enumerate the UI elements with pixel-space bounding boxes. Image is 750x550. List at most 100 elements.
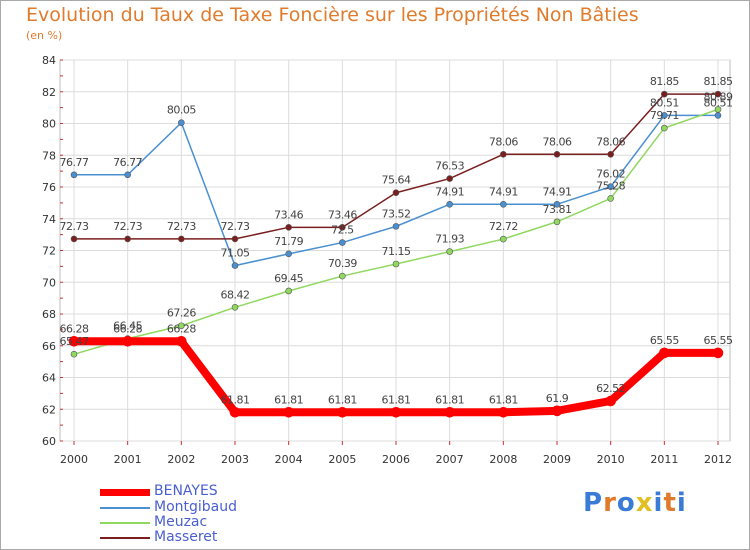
logo-letter: i — [676, 488, 687, 518]
data-label-benayes: 62.52 — [596, 382, 625, 395]
data-point-montgibaud — [553, 201, 561, 208]
data-point-meuzac — [392, 260, 400, 268]
logo-letter: x — [635, 488, 654, 518]
legend-label-meuzac: Meuzac — [154, 514, 208, 530]
data-label-benayes: 61.81 — [221, 393, 250, 406]
data-point-masseret — [607, 150, 614, 158]
data-label-masseret: 78.06 — [489, 135, 518, 148]
data-label-montgibaud: 76.02 — [596, 168, 625, 181]
data-label-benayes: 66.28 — [167, 322, 196, 335]
data-point-meuzac — [500, 235, 507, 243]
data-label-benayes: 65.55 — [704, 334, 733, 347]
x-tick-label: 2005 — [328, 453, 356, 466]
data-point-montgibaud — [285, 250, 292, 258]
data-label-meuzac: 75.28 — [596, 179, 625, 192]
data-label-masseret: 72.73 — [113, 220, 142, 233]
data-label-montgibaud: 80.05 — [167, 104, 196, 117]
x-tick-label: 2012 — [704, 453, 732, 466]
data-point-meuzac — [607, 195, 614, 202]
data-point-masseret — [339, 224, 346, 231]
data-point-benayes — [444, 406, 455, 418]
data-label-meuzac: 79.71 — [650, 109, 679, 122]
data-point-masseret — [285, 224, 292, 231]
x-tick-label: 2006 — [382, 453, 410, 466]
proxiti-logo: Proxiti — [583, 488, 687, 518]
data-label-masseret: 75.64 — [382, 174, 411, 187]
data-point-montgibaud — [714, 112, 722, 119]
data-point-meuzac — [661, 124, 668, 132]
data-point-montgibaud — [446, 201, 453, 208]
data-point-meuzac — [553, 218, 561, 226]
legend-swatch-meuzac — [100, 522, 150, 524]
data-point-montgibaud — [124, 171, 131, 179]
data-point-montgibaud — [392, 223, 400, 230]
data-point-meuzac — [70, 350, 78, 358]
x-tick-label: 2004 — [275, 453, 303, 466]
data-point-meuzac — [714, 106, 722, 113]
data-point-masseret — [446, 175, 453, 182]
x-tick-label: 2007 — [436, 453, 464, 466]
legend-swatch-benayes — [100, 489, 150, 496]
y-tick-label: 82 — [42, 86, 56, 99]
data-label-masseret: 81.85 — [650, 75, 679, 88]
data-point-montgibaud — [70, 171, 78, 179]
data-point-benayes — [551, 405, 563, 417]
data-point-benayes — [605, 395, 616, 407]
data-point-benayes — [390, 406, 402, 418]
legend-swatch-montgibaud — [100, 507, 150, 509]
unit-label: (en %) — [26, 29, 63, 42]
x-tick-label: 2001 — [114, 453, 142, 466]
data-label-montgibaud: 80.51 — [650, 96, 679, 109]
data-label-montgibaud: 73.52 — [382, 207, 411, 220]
data-label-masseret: 76.53 — [435, 160, 464, 173]
data-label-benayes: 65.55 — [650, 334, 679, 347]
y-tick-label: 68 — [42, 308, 56, 321]
logo-letter: P — [583, 488, 604, 518]
data-label-meuzac: 72.72 — [489, 220, 518, 233]
y-tick-label: 84 — [42, 54, 56, 67]
legend-label-montgibaud: Montgibaud — [154, 499, 238, 515]
data-label-meuzac: 80.89 — [704, 90, 733, 103]
data-point-benayes — [122, 336, 133, 347]
data-point-montgibaud — [661, 112, 668, 119]
x-tick-label: 2008 — [489, 453, 517, 466]
y-tick-label: 80 — [42, 118, 56, 131]
data-point-benayes — [712, 347, 724, 359]
data-point-benayes — [68, 336, 80, 347]
x-tick-label: 2011 — [650, 453, 678, 466]
data-point-benayes — [498, 406, 509, 418]
data-label-benayes: 66.28 — [113, 322, 142, 335]
data-label-meuzac: 69.45 — [274, 272, 303, 285]
y-tick-label: 72 — [42, 245, 56, 258]
data-label-masseret: 72.73 — [60, 220, 89, 233]
data-label-masseret: 78.06 — [543, 135, 572, 148]
data-label-montgibaud: 76.77 — [60, 156, 89, 169]
data-point-meuzac — [231, 304, 239, 311]
logo-letter: r — [603, 488, 617, 518]
data-point-montgibaud — [500, 201, 507, 208]
data-point-masseret — [392, 189, 400, 197]
data-label-benayes: 66.28 — [60, 322, 89, 335]
data-point-masseret — [714, 90, 722, 98]
data-point-montgibaud — [178, 119, 185, 127]
data-label-montgibaud: 76.77 — [113, 156, 142, 169]
data-label-meuzac: 71.93 — [435, 233, 464, 246]
data-label-benayes: 61.81 — [435, 393, 464, 406]
data-label-montgibaud: 74.91 — [435, 185, 464, 198]
legend-label-benayes: BENAYES — [154, 483, 218, 499]
data-label-benayes: 61.81 — [489, 393, 518, 406]
data-point-masseret — [231, 235, 239, 243]
y-tick-label: 62 — [42, 403, 56, 416]
y-tick-label: 66 — [42, 340, 56, 353]
data-point-benayes — [229, 406, 241, 418]
data-point-benayes — [283, 406, 294, 418]
data-label-montgibaud: 80.51 — [704, 96, 733, 109]
data-label-meuzac: 73.81 — [543, 203, 572, 216]
data-label-montgibaud: 72.5 — [331, 224, 354, 237]
data-label-meuzac: 70.39 — [328, 257, 357, 270]
data-point-benayes — [659, 347, 670, 359]
logo-letter: t — [663, 488, 677, 518]
data-point-montgibaud — [231, 262, 239, 269]
data-label-meuzac: 66.45 — [113, 320, 142, 333]
